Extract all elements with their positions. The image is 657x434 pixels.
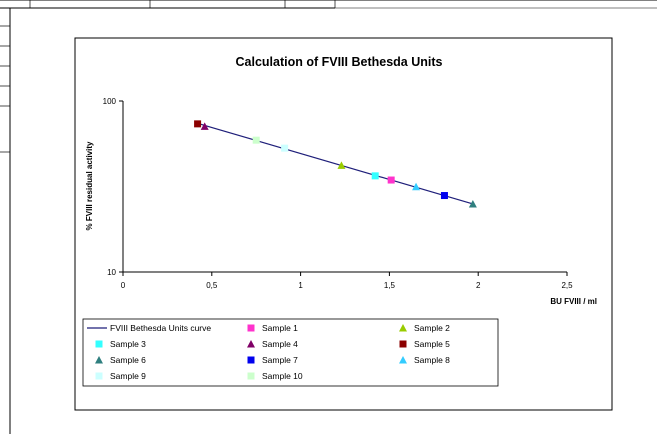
legend-swatch-sample-1 [247,324,255,332]
legend-label-sample-9: Sample 9 [110,371,146,381]
legend-box [82,318,499,387]
legend-swatch-sample-10 [247,372,255,380]
legend-label-sample-4: Sample 4 [262,339,298,349]
data-point-sample-5 [194,120,202,128]
x-tick-label: 1 [298,281,303,290]
y-tick-label: 10 [107,268,116,277]
x-tick-label: 0,5 [206,281,218,290]
legend-label-fviii-bethesda-units-curve: FVIII Bethesda Units curve [110,323,211,333]
bethesda-curve-line [197,122,474,205]
legend-label-sample-7: Sample 7 [262,355,298,365]
x-axis-label: BU FVIII / ml [550,297,597,306]
legend-swatch-sample-3 [95,340,103,348]
x-tick-label: 2 [476,281,481,290]
data-point-sample-2 [337,161,346,169]
x-tick-label: 2,5 [561,281,573,290]
x-tick-label: 0 [121,281,126,290]
data-point-sample-4 [200,122,209,130]
data-point-sample-7 [440,192,448,200]
legend-swatch-sample-2 [399,324,407,332]
legend-swatch-sample-4 [247,340,255,348]
data-point-sample-1 [387,176,395,184]
data-point-sample-10 [252,136,260,144]
legend-swatch-sample-5 [399,340,407,348]
legend-swatch-sample-7 [247,356,255,364]
legend-label-sample-1: Sample 1 [262,323,298,333]
legend-label-sample-6: Sample 6 [110,355,146,365]
data-point-sample-8 [412,182,421,191]
legend-swatch-sample-8 [399,356,407,364]
y-tick-label: 100 [103,97,117,106]
plot-area: 0 0,5 1 1,5 2 2,5 10 100 [103,97,573,290]
data-point-sample-3 [371,172,379,180]
x-tick-label: 1,5 [384,281,396,290]
legend-swatch-sample-9 [95,372,103,380]
legend-label-sample-5: Sample 5 [414,339,450,349]
legend: FVIII Bethesda Units curve Sample 1 Sample… [82,318,499,387]
chart-title: Calculation of FVIII Bethesda Units [236,55,443,69]
data-point-sample-9 [281,144,289,152]
legend-label-sample-2: Sample 2 [414,323,450,333]
legend-label-sample-10: Sample 10 [262,371,303,381]
legend-swatch-sample-6 [95,356,103,364]
data-point-sample-6 [468,199,477,208]
legend-label-sample-3: Sample 3 [110,339,146,349]
legend-label-sample-8: Sample 8 [414,355,450,365]
y-axis-label: % FVIII residual activity [85,141,94,230]
